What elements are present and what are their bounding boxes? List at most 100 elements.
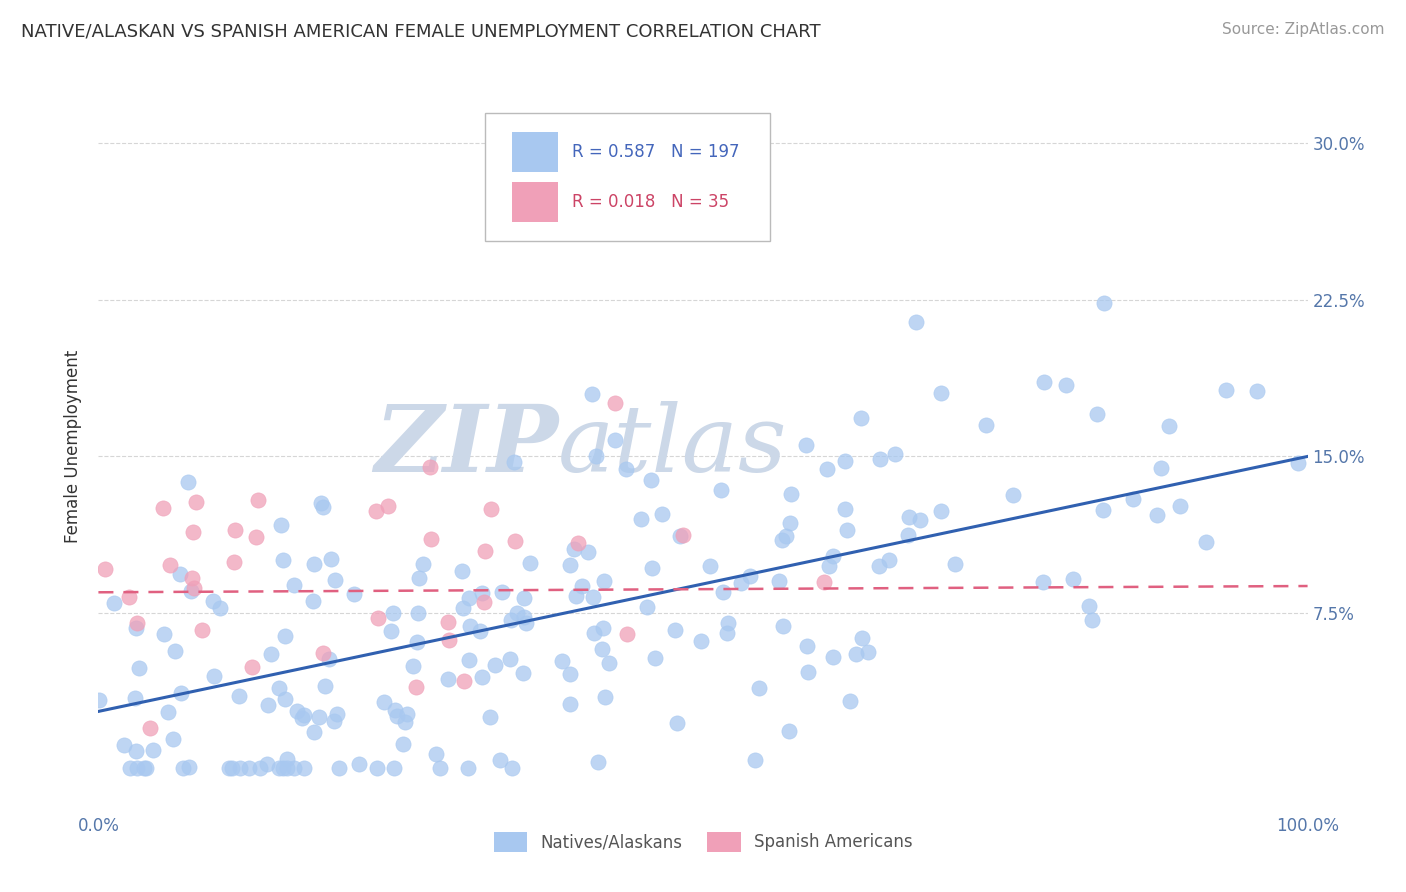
Point	[489, 753, 512, 767]
Point	[1033, 375, 1056, 389]
Point	[567, 535, 589, 549]
Point	[664, 624, 686, 638]
Point	[1092, 296, 1115, 310]
Point	[408, 571, 430, 585]
Point	[191, 623, 214, 637]
Point	[451, 601, 474, 615]
Point	[484, 658, 506, 673]
Point	[460, 618, 482, 632]
Point	[815, 462, 838, 476]
Point	[302, 594, 325, 608]
Point	[271, 553, 294, 567]
Point	[564, 589, 586, 603]
Point	[593, 690, 616, 705]
Point	[868, 559, 890, 574]
Point	[152, 500, 174, 515]
Point	[153, 627, 176, 641]
Point	[593, 574, 616, 589]
Point	[849, 410, 872, 425]
Point	[172, 761, 194, 775]
Point	[1080, 613, 1102, 627]
Point	[499, 613, 522, 627]
Point	[314, 679, 336, 693]
Point	[560, 558, 582, 573]
Text: R = 0.018   N = 35: R = 0.018 N = 35	[572, 194, 730, 211]
Point	[125, 615, 148, 630]
FancyBboxPatch shape	[512, 182, 558, 222]
Point	[402, 659, 425, 673]
Point	[666, 715, 689, 730]
Point	[367, 610, 389, 624]
Point	[636, 599, 658, 614]
Point	[395, 707, 418, 722]
Point	[377, 499, 399, 513]
Point	[436, 615, 458, 629]
Point	[347, 757, 370, 772]
Point	[181, 524, 204, 539]
Point	[834, 454, 856, 468]
FancyBboxPatch shape	[485, 113, 769, 241]
Point	[450, 564, 472, 578]
Point	[274, 692, 297, 706]
Point	[112, 739, 135, 753]
Point	[292, 761, 315, 775]
Point	[311, 496, 333, 510]
Point	[869, 452, 891, 467]
Point	[471, 586, 494, 600]
Point	[929, 385, 952, 400]
Point	[394, 715, 416, 730]
Point	[491, 585, 513, 599]
Point	[246, 493, 269, 508]
Point	[851, 632, 873, 646]
Point	[585, 449, 607, 463]
Point	[616, 627, 638, 641]
Point	[1246, 384, 1268, 398]
Point	[132, 761, 155, 775]
Point	[302, 557, 325, 571]
Point	[391, 737, 413, 751]
Point	[877, 553, 900, 567]
Point	[183, 581, 205, 595]
Point	[845, 648, 868, 662]
Point	[797, 665, 820, 680]
Text: R = 0.587   N = 197: R = 0.587 N = 197	[572, 144, 740, 161]
Point	[326, 706, 349, 721]
Point	[640, 473, 662, 487]
Point	[605, 396, 627, 410]
Point	[1168, 499, 1191, 513]
Point	[512, 665, 534, 680]
Point	[162, 732, 184, 747]
Point	[366, 761, 388, 775]
Point	[1032, 574, 1054, 589]
Point	[380, 624, 402, 638]
Point	[583, 626, 606, 640]
Point	[471, 670, 494, 684]
Point	[245, 530, 267, 544]
Point	[382, 761, 405, 775]
Point	[457, 761, 479, 775]
Point	[513, 591, 536, 605]
Point	[974, 417, 997, 432]
Text: Source: ZipAtlas.com: Source: ZipAtlas.com	[1222, 22, 1385, 37]
Point	[558, 667, 581, 681]
Point	[260, 647, 283, 661]
Point	[292, 707, 315, 722]
Point	[201, 594, 224, 608]
Point	[591, 641, 613, 656]
Point	[270, 517, 292, 532]
Point	[598, 656, 620, 670]
Point	[582, 591, 605, 605]
Point	[228, 689, 250, 703]
Point	[772, 619, 794, 633]
Point	[249, 761, 271, 775]
Point	[283, 578, 305, 592]
Point	[1150, 461, 1173, 475]
Point	[908, 513, 931, 527]
Point	[672, 527, 695, 541]
FancyBboxPatch shape	[512, 132, 558, 172]
Point	[169, 567, 191, 582]
Point	[257, 698, 280, 713]
Point	[420, 533, 443, 547]
Point	[778, 723, 800, 738]
Point	[406, 606, 429, 620]
